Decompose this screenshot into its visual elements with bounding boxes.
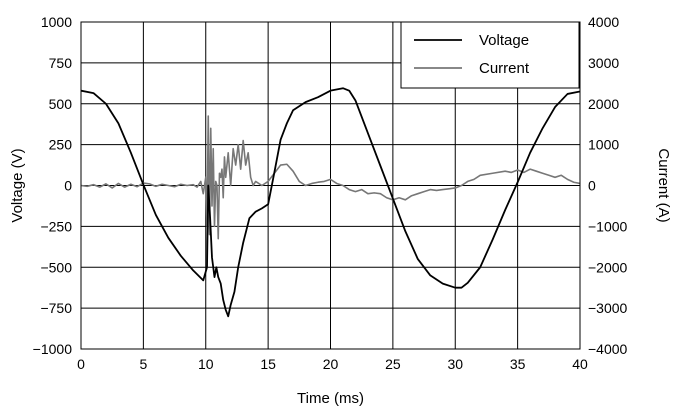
left-y-tick-label: 250 (49, 137, 73, 153)
x-tick-label: 30 (447, 356, 463, 372)
legend: Voltage Current (400, 21, 580, 89)
right-y-axis-ticks: 4000 3000 2000 1000 0 −1000 −2000 −3000 −4000 (588, 14, 628, 357)
plot-frame (80, 21, 581, 350)
left-y-tick-label: 1000 (41, 14, 72, 30)
x-tick-label: 15 (260, 356, 276, 372)
legend-label-voltage: Voltage (479, 32, 529, 49)
right-y-tick-label: 1000 (588, 137, 619, 153)
right-y-tick-label: 4000 (588, 14, 619, 30)
left-y-tick-label: 0 (64, 178, 72, 194)
x-tick-label: 35 (510, 356, 526, 372)
right-y-tick-label: −4000 (588, 341, 628, 357)
x-axis-ticks: 0 5 10 15 20 25 30 35 40 (77, 356, 588, 372)
left-y-tick-label: −750 (40, 300, 72, 316)
x-tick-label: 25 (385, 356, 401, 372)
series-line-current (81, 115, 580, 240)
right-y-axis-title: Current (A) (655, 148, 672, 222)
left-y-tick-label: 500 (49, 96, 73, 112)
right-y-tick-label: 2000 (588, 96, 619, 112)
left-y-tick-label: −1000 (33, 341, 73, 357)
x-tick-label: 5 (139, 356, 147, 372)
left-y-tick-label: 750 (49, 55, 73, 71)
left-y-axis-ticks: 1000 750 500 250 0 −250 −500 −750 −1000 (33, 14, 73, 357)
series-layer (81, 87, 580, 318)
right-y-tick-label: −2000 (588, 259, 628, 275)
right-y-tick-label: 3000 (588, 55, 619, 71)
x-tick-label: 40 (572, 356, 588, 372)
legend-box (400, 21, 580, 89)
left-y-tick-label: −250 (40, 218, 72, 234)
legend-label-current: Current (479, 60, 530, 77)
left-y-tick-label: −500 (40, 259, 72, 275)
x-axis-title: Time (ms) (297, 390, 364, 407)
series-line-voltage (81, 87, 580, 318)
left-y-axis-title: Voltage (V) (9, 148, 26, 222)
right-y-tick-label: −3000 (588, 300, 628, 316)
right-y-tick-label: −1000 (588, 218, 628, 234)
x-tick-label: 10 (198, 356, 214, 372)
right-y-tick-label: 0 (588, 178, 596, 194)
x-tick-label: 0 (77, 356, 85, 372)
x-tick-label: 20 (323, 356, 339, 372)
